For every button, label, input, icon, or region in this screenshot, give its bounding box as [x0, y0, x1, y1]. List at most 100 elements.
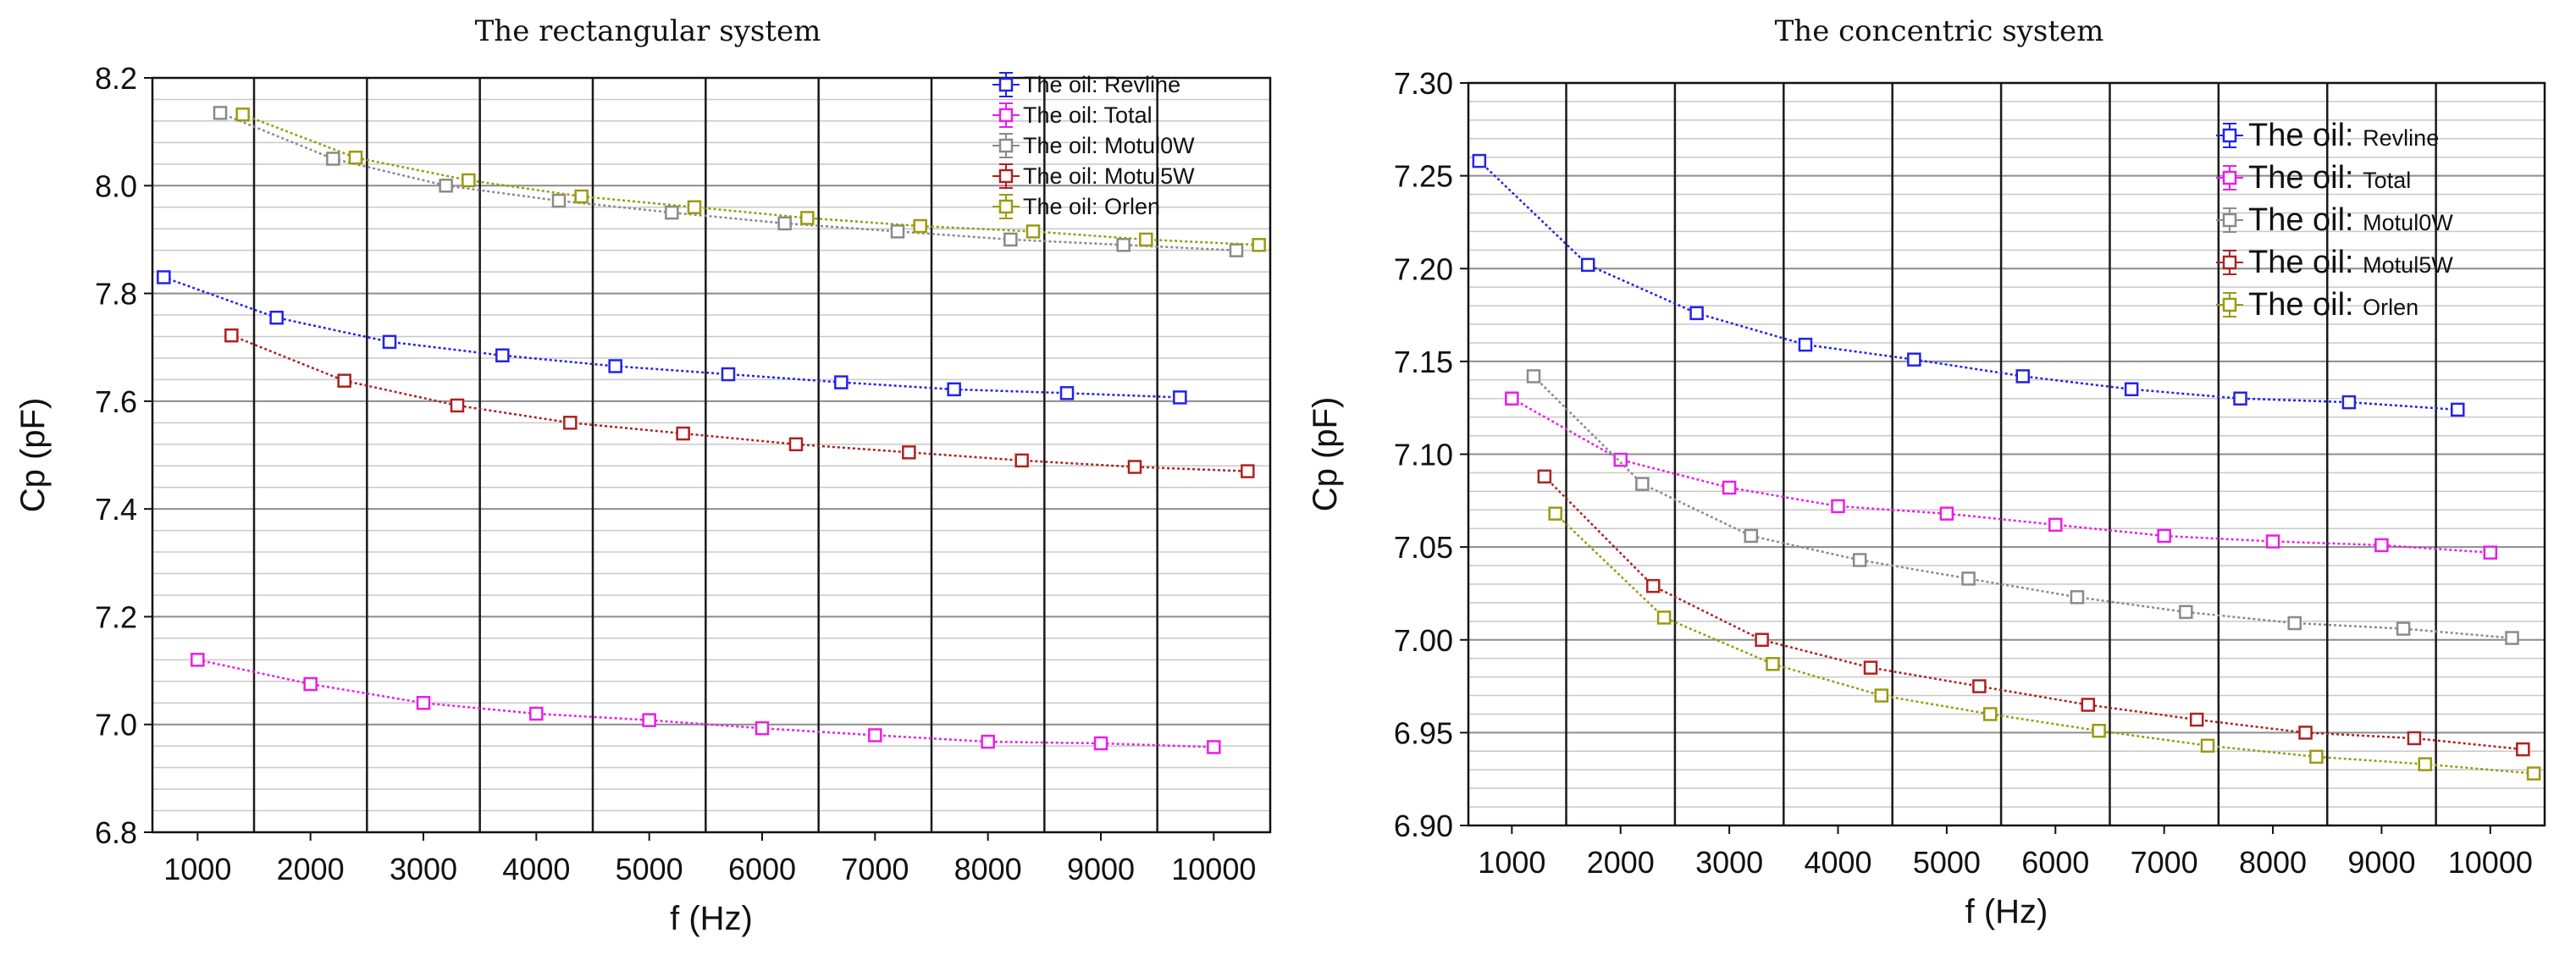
data-point	[721, 367, 736, 382]
data-point	[1635, 477, 1650, 491]
x-tick-label: 2000	[1587, 845, 1655, 880]
data-point	[326, 152, 340, 166]
chart-panel-2: 6.90 6.95 7.00 7.05 7.10 7.15 7.20 7.25 7.30 1000…	[1307, 14, 2546, 930]
data-point	[2451, 402, 2465, 417]
data-point	[2081, 698, 2096, 712]
legend-label: The oil: Motul0W	[2248, 202, 2453, 238]
data-point	[2179, 604, 2193, 620]
legend-item: The oil: Total	[992, 102, 1153, 128]
data-point	[902, 445, 916, 460]
x-tick-label: 10000	[2448, 845, 2533, 880]
series-line	[1533, 375, 2512, 639]
data-point	[348, 150, 363, 165]
data-point	[1907, 352, 1921, 367]
series-line	[1478, 160, 2458, 411]
legend-item: The oil: Orlen	[992, 194, 1160, 219]
legend-marker	[2222, 255, 2237, 270]
data-point	[868, 728, 882, 742]
x-tick-label: 4000	[502, 852, 570, 886]
data-point	[450, 398, 465, 413]
data-point	[687, 200, 702, 214]
series-motul0w	[213, 106, 1244, 257]
data-point	[1229, 243, 1244, 257]
y-tick-label: 7.6	[95, 384, 137, 419]
x-tick-label: 7000	[841, 852, 909, 886]
x-tick-label: 9000	[1067, 852, 1135, 886]
y-axis-label: Cp (pF)	[14, 398, 52, 513]
chart-title: The concentric system	[1775, 14, 2104, 48]
legend-marker	[998, 77, 1014, 92]
legend-label: The oil: Orlen	[1023, 194, 1160, 219]
legend-label: The oil: Motul5W	[2248, 245, 2453, 280]
series-total	[191, 653, 1221, 754]
data-point	[1548, 506, 1562, 521]
data-point	[1116, 238, 1130, 252]
legend-item: The oil: Total	[2216, 160, 2411, 196]
y-tick-label: 7.25	[1394, 159, 1453, 194]
series-line	[219, 112, 1237, 251]
y-tick-label: 7.15	[1394, 345, 1453, 379]
data-point	[269, 310, 284, 325]
legend-item: The oil: Motul0W	[992, 133, 1195, 158]
legend-item: The oil: Motul0W	[2216, 202, 2453, 238]
data-point	[1505, 391, 1519, 406]
data-point	[2505, 631, 2519, 645]
data-point	[213, 106, 228, 120]
y-tick-label: 7.4	[95, 492, 137, 527]
data-point	[1689, 306, 1704, 321]
data-point	[1127, 460, 1142, 474]
legend-label: The oil: Revline	[2248, 118, 2439, 153]
series-orlen	[235, 108, 1266, 252]
y-tick-label: 7.10	[1394, 438, 1453, 472]
data-point	[1852, 553, 1867, 567]
data-point	[788, 437, 804, 452]
chart-panel-1: 6.8 7.0 7.2 7.4 7.6 7.8 8.0 8.2 1000 2000 3000 4000…	[14, 14, 1272, 937]
legend: The oil: Revline The oil: Total The oil: M…	[992, 72, 1195, 219]
x-tick-label: 5000	[616, 852, 683, 886]
data-point	[439, 179, 453, 193]
x-tick-label: 4000	[1804, 845, 1871, 880]
data-point	[1241, 464, 1255, 478]
data-point	[235, 108, 250, 122]
y-tick-label: 6.95	[1394, 715, 1453, 750]
data-point	[642, 713, 656, 727]
x-tick-label: 6000	[728, 852, 796, 886]
data-point	[1014, 453, 1029, 468]
series-line	[163, 276, 1180, 399]
data-point	[2516, 742, 2530, 757]
data-point	[1939, 506, 1954, 521]
data-point	[2309, 749, 2324, 765]
legend-label: The oil: Orlen	[2248, 287, 2418, 323]
x-tick-label: 1000	[1478, 845, 1545, 880]
legend-marker	[2222, 170, 2237, 185]
data-point	[416, 696, 431, 710]
legend-label: The oil: Total	[1023, 102, 1153, 128]
data-point	[2287, 616, 2302, 631]
data-point	[800, 211, 815, 225]
data-point	[981, 734, 995, 749]
data-point	[2189, 712, 2204, 727]
data-point	[462, 173, 476, 188]
data-point	[1059, 386, 1075, 400]
data-point	[1755, 632, 1769, 647]
data-point	[1025, 224, 1041, 239]
data-point	[1613, 452, 1628, 467]
legend-item: The oil: Orlen	[2216, 287, 2418, 323]
legend-marker	[998, 199, 1014, 214]
legend-label: The oil: Motul0W	[1023, 133, 1195, 158]
series-orlen	[1548, 506, 2541, 781]
data-point	[1173, 390, 1187, 405]
series-line	[230, 334, 1248, 472]
data-point	[1139, 232, 1153, 247]
data-point	[2407, 731, 2422, 746]
y-tick-label: 6.90	[1394, 809, 1453, 843]
chart-title: The rectangular system	[475, 14, 821, 48]
y-tick-label: 7.2	[95, 599, 137, 634]
y-tick-label: 7.00	[1394, 623, 1453, 658]
legend-marker	[2222, 128, 2237, 143]
data-point	[2233, 391, 2247, 406]
series-line	[242, 113, 1259, 246]
data-point	[947, 382, 961, 397]
series-revline	[1472, 153, 2465, 417]
